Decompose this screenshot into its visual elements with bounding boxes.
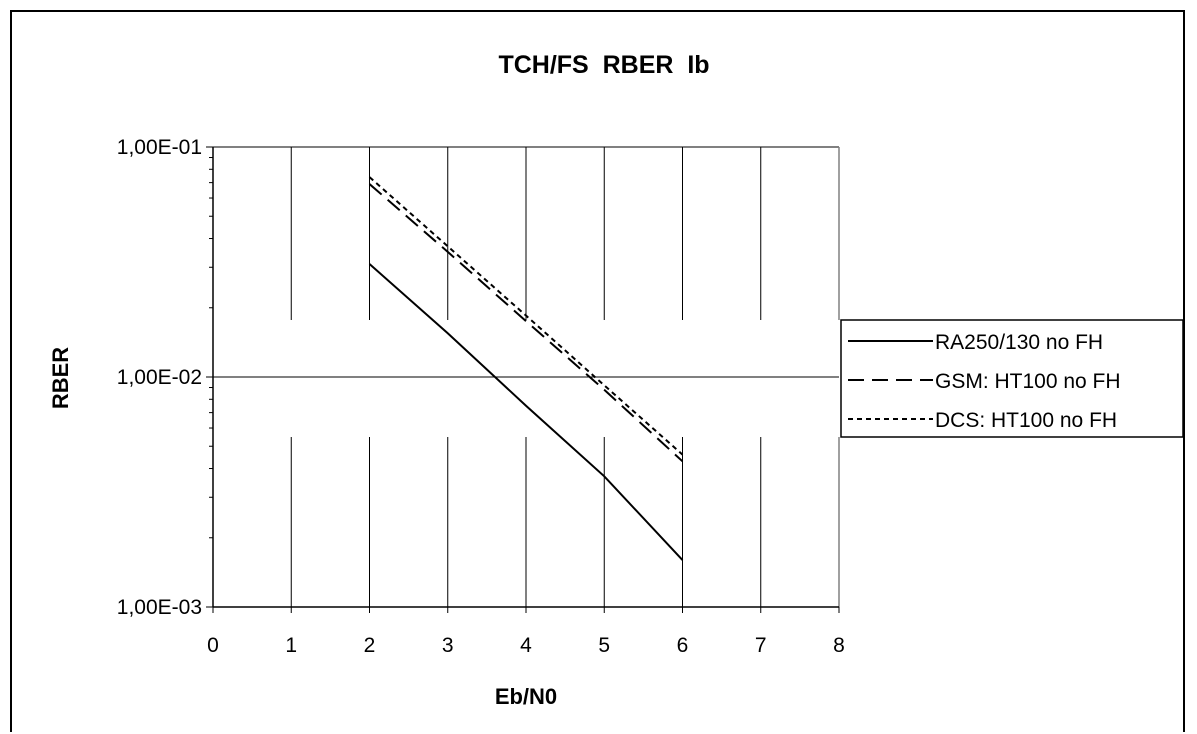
- legend-label-3: DCS: HT100 no FH: [935, 409, 1117, 432]
- series-line-1: [368, 263, 684, 561]
- x-tick-label: 2: [364, 634, 376, 657]
- x-tick-label: 7: [755, 634, 767, 657]
- y-axis-title: RBER: [48, 347, 73, 409]
- x-tick-label: 4: [520, 634, 532, 657]
- x-tick-label: 6: [677, 634, 689, 657]
- legend-label-1: RA250/130 no FH: [935, 331, 1103, 354]
- legend-box: [840, 319, 1184, 438]
- x-axis-title: Eb/N0: [495, 684, 557, 709]
- series-line-2: [368, 183, 684, 463]
- x-tick-label: 1: [285, 634, 297, 657]
- y-tick-label: 1,00E-01: [117, 136, 202, 159]
- x-tick-label: 0: [207, 634, 219, 657]
- series-line-3: [368, 176, 684, 456]
- series-lines: [368, 176, 684, 561]
- legend: RA250/130 no FH GSM: HT100 no FH DCS: HT10…: [840, 319, 1184, 438]
- x-tick-label: 8: [833, 634, 845, 657]
- x-tick-label: 5: [598, 634, 610, 657]
- y-tick-label: 1,00E-03: [117, 596, 202, 619]
- plot-area: 0 1 2 3 4 5 6 7 8 1,00E-01 1,00E-02 1,00E-03: [117, 136, 845, 657]
- legend-label-2: GSM: HT100 no FH: [935, 370, 1121, 393]
- chart-title: TCH/FS RBER Ib: [498, 51, 709, 79]
- x-tick-label: 3: [442, 634, 454, 657]
- y-tick-label: 1,00E-02: [117, 366, 202, 389]
